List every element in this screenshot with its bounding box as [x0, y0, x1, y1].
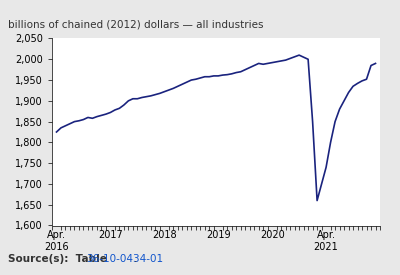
Text: 36-10-0434-01: 36-10-0434-01 [86, 254, 163, 264]
Text: .: . [134, 254, 137, 264]
Text: Source(s):  Table: Source(s): Table [8, 254, 110, 264]
Text: billions of chained (2012) dollars — all industries: billions of chained (2012) dollars — all… [8, 19, 264, 29]
